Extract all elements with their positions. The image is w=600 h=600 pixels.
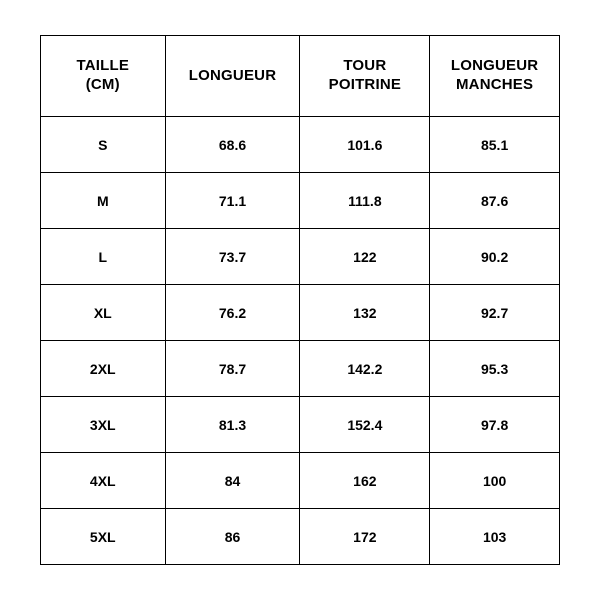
table-row: XL 76.2 132 92.7	[41, 285, 560, 341]
cell-size: 2XL	[41, 341, 166, 397]
col-header-taille: TAILLE(CM)	[41, 36, 166, 117]
cell-longueur: 76.2	[165, 285, 300, 341]
col-header-longueur-manches: LONGUEURMANCHES	[430, 36, 560, 117]
cell-tour: 122	[300, 229, 430, 285]
cell-manches: 100	[430, 453, 560, 509]
cell-longueur: 81.3	[165, 397, 300, 453]
cell-size: S	[41, 117, 166, 173]
cell-size: XL	[41, 285, 166, 341]
col-header-longueur: LONGUEUR	[165, 36, 300, 117]
cell-manches: 103	[430, 509, 560, 565]
cell-size: 5XL	[41, 509, 166, 565]
cell-longueur: 84	[165, 453, 300, 509]
col-header-tour-poitrine: TOURPOITRINE	[300, 36, 430, 117]
table-row: 2XL 78.7 142.2 95.3	[41, 341, 560, 397]
cell-longueur: 68.6	[165, 117, 300, 173]
table-row: 3XL 81.3 152.4 97.8	[41, 397, 560, 453]
cell-size: 4XL	[41, 453, 166, 509]
cell-manches: 87.6	[430, 173, 560, 229]
table-row: 4XL 84 162 100	[41, 453, 560, 509]
cell-manches: 85.1	[430, 117, 560, 173]
table-row: M 71.1 111.8 87.6	[41, 173, 560, 229]
header-line: LONGUEURMANCHES	[451, 57, 538, 93]
header-line-1: TAILLE(CM)	[76, 57, 129, 93]
cell-tour: 111.8	[300, 173, 430, 229]
cell-size: L	[41, 229, 166, 285]
cell-size: 3XL	[41, 397, 166, 453]
table-row: S 68.6 101.6 85.1	[41, 117, 560, 173]
cell-manches: 95.3	[430, 341, 560, 397]
table-row: L 73.7 122 90.2	[41, 229, 560, 285]
cell-longueur: 71.1	[165, 173, 300, 229]
cell-longueur: 73.7	[165, 229, 300, 285]
cell-tour: 132	[300, 285, 430, 341]
header-line: TOURPOITRINE	[329, 57, 401, 93]
cell-manches: 90.2	[430, 229, 560, 285]
cell-size: M	[41, 173, 166, 229]
table-body: S 68.6 101.6 85.1 M 71.1 111.8 87.6 L 73…	[41, 117, 560, 565]
cell-tour: 101.6	[300, 117, 430, 173]
size-chart-container: TAILLE(CM) LONGUEUR TOURPOITRINE LONGUEU…	[0, 0, 600, 600]
header-row: TAILLE(CM) LONGUEUR TOURPOITRINE LONGUEU…	[41, 36, 560, 117]
table-row: 5XL 86 172 103	[41, 509, 560, 565]
cell-longueur: 78.7	[165, 341, 300, 397]
size-chart-table: TAILLE(CM) LONGUEUR TOURPOITRINE LONGUEU…	[40, 35, 560, 565]
cell-manches: 97.8	[430, 397, 560, 453]
cell-manches: 92.7	[430, 285, 560, 341]
cell-tour: 152.4	[300, 397, 430, 453]
cell-tour: 172	[300, 509, 430, 565]
cell-longueur: 86	[165, 509, 300, 565]
cell-tour: 162	[300, 453, 430, 509]
cell-tour: 142.2	[300, 341, 430, 397]
header-line: LONGUEUR	[189, 67, 276, 84]
